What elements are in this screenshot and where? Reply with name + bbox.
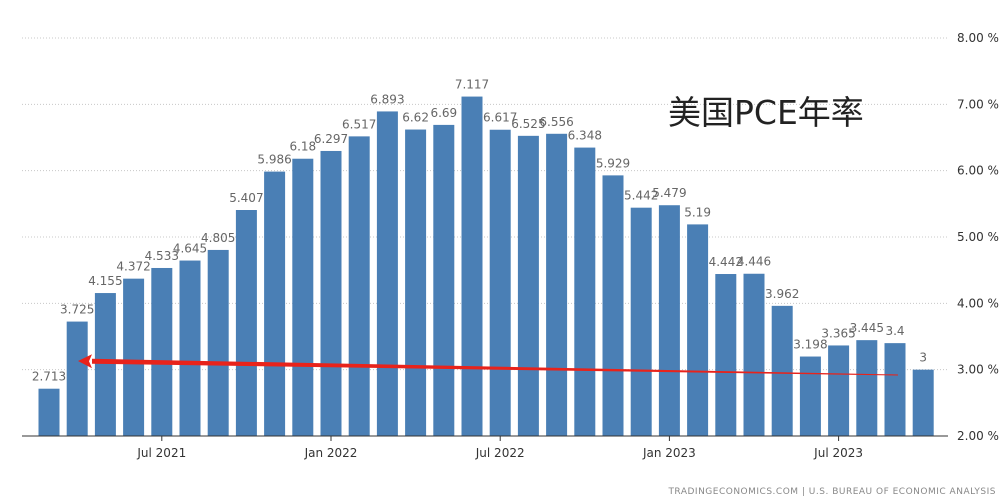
bar-value-label: 6.69 — [430, 106, 457, 120]
bar — [376, 111, 398, 436]
bar — [235, 210, 257, 436]
bar-value-label: 6.556 — [539, 115, 573, 129]
bar-value-label: 3.725 — [60, 303, 94, 317]
y-axis-ticks: 2.00 % 3.00 % 4.00 % 5.00 % 6.00 % 7.00 % 8.00… — [957, 31, 999, 443]
bar — [461, 96, 483, 437]
y-tick-label: 2.00 % — [957, 429, 999, 443]
y-tick-label: 4.00 % — [957, 296, 999, 310]
chart-title: 美国PCE年率 — [668, 93, 864, 132]
bar-value-label: 4.533 — [145, 249, 179, 263]
bar-value-label: 3.365 — [821, 326, 855, 340]
bar — [658, 205, 680, 436]
bar — [66, 321, 88, 436]
bar — [179, 260, 201, 436]
bar — [38, 388, 60, 436]
bar — [264, 171, 286, 436]
source-credit: TRADINGECONOMICS.COM | U.S. BUREAU OF EC… — [667, 487, 996, 497]
bar-value-label: 5.479 — [652, 186, 686, 200]
bar-value-label: 4.805 — [201, 231, 235, 245]
x-axis-ticks: Jul 2021 Jan 2022 Jul 2022 Jan 2023 Jul 2023 — [136, 436, 863, 460]
bar — [292, 158, 314, 436]
bars-group — [38, 96, 934, 437]
bar — [433, 124, 455, 436]
bar — [828, 345, 850, 436]
arrow-body — [92, 358, 898, 376]
bar — [151, 267, 173, 436]
bar-value-label: 4.446 — [737, 255, 771, 269]
bar-value-label: 6.348 — [568, 129, 602, 143]
x-tick-label: Jan 2022 — [304, 446, 358, 460]
bar — [743, 273, 765, 436]
bar — [630, 207, 652, 436]
x-tick-label: Jul 2021 — [136, 446, 186, 460]
x-tick-label: Jul 2023 — [813, 446, 863, 460]
bar-value-label: 6.297 — [314, 132, 348, 146]
bar-value-label: 4.442 — [709, 255, 743, 269]
bar-value-label: 3.445 — [850, 321, 884, 335]
bar-value-label: 6.62 — [402, 111, 429, 125]
bar — [348, 136, 370, 437]
bar-value-label: 6.517 — [342, 117, 376, 131]
bar — [94, 293, 116, 436]
bar-value-label: 5.986 — [257, 153, 291, 167]
y-tick-label: 3.00 % — [957, 363, 999, 377]
bar — [715, 274, 737, 436]
bar — [405, 129, 427, 437]
bar-value-label: 6.525 — [511, 117, 545, 131]
bar — [517, 135, 539, 436]
bar-value-label: 5.442 — [624, 189, 658, 203]
gridlines — [22, 37, 948, 371]
x-tick-label: Jan 2023 — [642, 446, 696, 460]
arrow-head — [78, 354, 92, 369]
bar — [207, 249, 229, 436]
bar — [546, 133, 568, 436]
bar — [574, 147, 596, 436]
y-tick-label: 7.00 % — [957, 97, 999, 111]
bar-value-label: 2.713 — [32, 370, 66, 384]
bar-value-label: 5.407 — [229, 191, 263, 205]
bar-value-label: 3.4 — [885, 324, 904, 338]
y-tick-label: 6.00 % — [957, 164, 999, 178]
y-tick-label: 5.00 % — [957, 230, 999, 244]
bar-value-label: 3.962 — [765, 287, 799, 301]
trend-arrow — [78, 354, 898, 376]
bar — [602, 175, 624, 436]
bar — [489, 129, 511, 436]
bar — [123, 278, 145, 436]
bar-value-label: 3 — [919, 351, 927, 365]
bar-value-label: 6.18 — [289, 140, 316, 154]
bar — [884, 343, 906, 436]
bar-value-label: 7.117 — [455, 78, 489, 92]
bar — [320, 150, 342, 436]
bar-value-label: 4.155 — [88, 274, 122, 288]
bar — [856, 340, 878, 436]
bar — [912, 369, 934, 436]
bar-value-label: 5.19 — [684, 205, 711, 219]
y-tick-label: 8.00 % — [957, 31, 999, 45]
bar-value-label: 3.198 — [793, 338, 827, 352]
bar-value-label: 4.372 — [116, 260, 150, 274]
bar-value-label: 6.617 — [483, 111, 517, 125]
x-tick-label: Jul 2022 — [475, 446, 525, 460]
bar-value-label: 6.893 — [370, 92, 404, 106]
bar-value-label: 4.645 — [173, 242, 207, 256]
bar — [799, 356, 821, 436]
bar — [687, 224, 709, 436]
bar-value-label: 5.929 — [596, 156, 630, 170]
bar — [771, 305, 793, 436]
